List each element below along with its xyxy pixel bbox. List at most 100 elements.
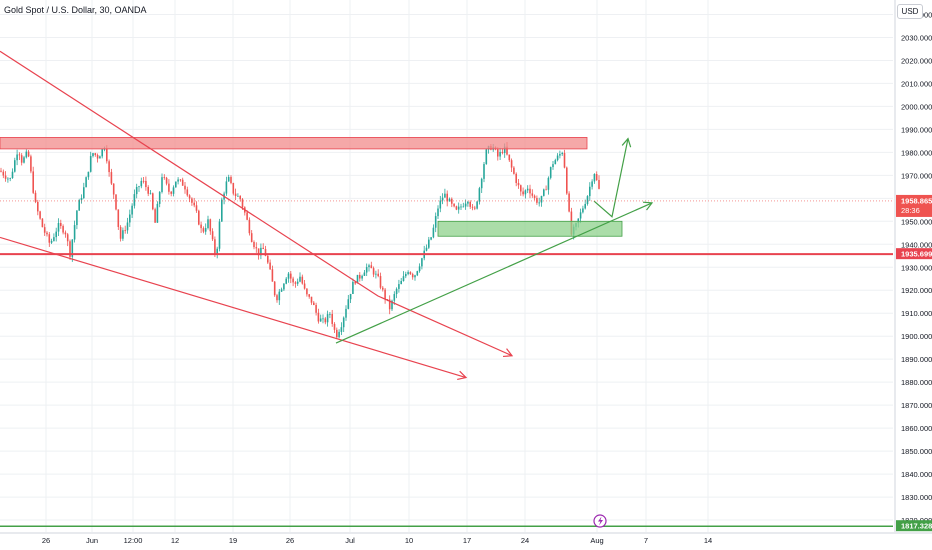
candle-body bbox=[563, 152, 566, 168]
candle-body bbox=[126, 222, 129, 231]
candle-body bbox=[241, 199, 244, 208]
candle-body bbox=[506, 146, 508, 155]
candle-body bbox=[250, 233, 253, 242]
candle-body bbox=[579, 212, 582, 219]
candle-body bbox=[165, 177, 168, 184]
candle-body bbox=[186, 189, 189, 196]
candle-body bbox=[156, 203, 159, 223]
symbol-title: Gold Spot / U.S. Dollar, 30, OANDA bbox=[4, 5, 147, 15]
candle-body bbox=[515, 173, 517, 183]
y-tick-label: 1890.000 bbox=[901, 355, 932, 364]
candle-body bbox=[232, 183, 235, 194]
candle-body bbox=[317, 312, 320, 322]
candle-body bbox=[299, 276, 301, 282]
currency-button[interactable]: USD bbox=[897, 4, 923, 19]
candle-body bbox=[89, 156, 92, 172]
candle-body bbox=[158, 191, 161, 204]
candle-body bbox=[566, 167, 568, 194]
candle-body bbox=[294, 282, 297, 284]
price-zones[interactable] bbox=[0, 137, 623, 237]
candle-body bbox=[370, 265, 373, 269]
candle-body bbox=[110, 172, 113, 184]
candle-body bbox=[308, 294, 310, 297]
candle-body bbox=[129, 214, 131, 223]
events-marker[interactable] bbox=[593, 514, 607, 528]
candle-body bbox=[342, 317, 345, 328]
candle-body bbox=[379, 276, 382, 288]
x-tick-label: 12 bbox=[171, 536, 179, 545]
y-tick-label: 1850.000 bbox=[901, 447, 932, 456]
candle-body bbox=[280, 289, 283, 292]
candle-body bbox=[457, 206, 460, 210]
candle-body bbox=[140, 180, 143, 187]
price-axis[interactable]: 1820.0001830.0001840.0001850.0001860.000… bbox=[894, 0, 932, 532]
candle-body bbox=[271, 269, 274, 282]
candle-body bbox=[372, 268, 375, 275]
candle-body bbox=[39, 211, 41, 219]
trend-line-upper-red-arrowhead bbox=[502, 348, 514, 358]
trend-line-upper-red[interactable] bbox=[0, 50, 513, 357]
candle-body bbox=[322, 318, 324, 320]
candle-body bbox=[124, 230, 126, 232]
candle-body bbox=[43, 227, 46, 233]
drawn-lines[interactable] bbox=[0, 50, 893, 527]
candle-body bbox=[409, 272, 412, 275]
candle-body bbox=[338, 331, 340, 338]
time-axis[interactable]: 26 Jun 12:00 12 19 26 Jul 10 17 24 Aug 7 14 bbox=[0, 532, 932, 545]
candle-body bbox=[540, 195, 543, 203]
candle-body bbox=[273, 281, 276, 296]
trend-line-lower-red[interactable] bbox=[0, 236, 467, 379]
candle-body bbox=[545, 189, 547, 191]
candle-body bbox=[430, 237, 432, 240]
trend-line-green[interactable] bbox=[335, 202, 653, 344]
candle-body bbox=[375, 273, 377, 275]
candle-body bbox=[278, 291, 281, 301]
candle-body bbox=[290, 273, 292, 279]
candle-body bbox=[262, 247, 264, 250]
candle-body bbox=[391, 300, 393, 310]
y-tick-label: 1930.000 bbox=[901, 263, 932, 272]
candle-body bbox=[267, 255, 269, 263]
x-tick-label: 24 bbox=[521, 536, 529, 545]
bottom-level-label: 1817.328 bbox=[901, 522, 932, 531]
y-tick-label: 1950.000 bbox=[901, 217, 932, 226]
candle-body bbox=[547, 177, 550, 190]
candle-body bbox=[326, 314, 329, 323]
x-tick-label: 26 bbox=[286, 536, 294, 545]
candle-body bbox=[78, 200, 80, 211]
candle-body bbox=[483, 164, 485, 179]
y-tick-label: 1870.000 bbox=[901, 401, 932, 410]
x-tick-label: 10 bbox=[405, 536, 413, 545]
candle-body bbox=[503, 146, 506, 153]
candle-body bbox=[414, 275, 416, 278]
candle-body bbox=[225, 181, 228, 194]
candle-body bbox=[340, 327, 343, 332]
candle-body bbox=[170, 191, 172, 194]
candle-body bbox=[260, 247, 262, 256]
candle-body bbox=[112, 183, 115, 195]
candle-body bbox=[257, 248, 260, 256]
projection-arrow-up[interactable] bbox=[593, 138, 629, 218]
candle-body bbox=[50, 240, 53, 243]
y-tick-label: 2000.000 bbox=[901, 102, 932, 111]
candle-body bbox=[345, 308, 347, 318]
support-zone[interactable] bbox=[437, 220, 623, 237]
candle-body bbox=[101, 149, 103, 157]
candle-body bbox=[202, 228, 205, 232]
candle-body bbox=[529, 188, 531, 194]
candle-body bbox=[92, 153, 94, 157]
candle-body bbox=[407, 272, 409, 274]
candle-body bbox=[195, 205, 198, 211]
candle-body bbox=[269, 262, 271, 270]
candle-body bbox=[336, 329, 338, 338]
candle-body bbox=[122, 230, 124, 239]
candle-body bbox=[73, 225, 76, 240]
candle-body bbox=[347, 299, 350, 309]
resistance-zone[interactable] bbox=[0, 137, 588, 150]
candle-body bbox=[27, 151, 30, 157]
candle-body bbox=[193, 202, 195, 206]
candle-body bbox=[11, 171, 14, 179]
candle-body bbox=[145, 180, 147, 188]
candle-body bbox=[432, 227, 435, 238]
